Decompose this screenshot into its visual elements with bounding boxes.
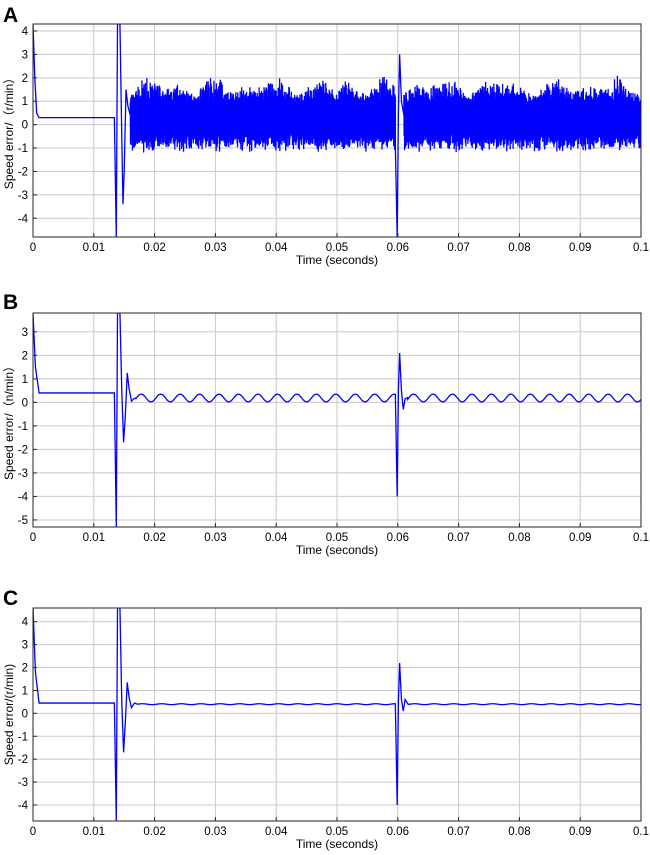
y-tick-label: 3 xyxy=(22,327,28,339)
x-tick-label: 0.05 xyxy=(326,532,348,544)
x-axis-label: Time (seconds) xyxy=(296,253,378,267)
panel-label: B xyxy=(3,291,18,314)
y-tick-label: -3 xyxy=(18,468,28,480)
x-tick-label: 0 xyxy=(30,826,36,838)
x-tick-label: 0.1 xyxy=(633,532,649,544)
x-tick-label: 0 xyxy=(30,532,36,544)
y-tick-label: 1 xyxy=(22,685,28,697)
y-tick-label: -1 xyxy=(18,143,28,155)
y-tick-label: -4 xyxy=(18,213,29,225)
x-tick-label: 0.04 xyxy=(265,532,288,544)
x-tick-label: 0.09 xyxy=(569,242,591,254)
x-tick-label: 0.09 xyxy=(569,826,591,838)
panel-label: A xyxy=(3,4,18,27)
y-tick-label: -2 xyxy=(18,166,28,178)
y-axis-label: Speed error/(r/min) xyxy=(2,664,16,765)
y-tick-label: 2 xyxy=(22,73,28,85)
y-tick-label: 0 xyxy=(22,397,28,409)
y-tick-label: 4 xyxy=(22,617,29,629)
x-tick-label: 0.02 xyxy=(143,532,165,544)
chart-panel-c: C 0 0.01 0.02 0.03 0.04 0.05 0.06 0.07 0.08 0.09 0.… xyxy=(2,587,649,851)
x-tick-label: 0.06 xyxy=(387,826,409,838)
x-tick-label: 0.03 xyxy=(204,242,226,254)
y-tick-label: 0 xyxy=(22,708,28,720)
x-axis-label: Time (seconds) xyxy=(296,837,378,851)
y-tick-label: -1 xyxy=(18,421,28,433)
x-tick-label: 0.08 xyxy=(508,532,530,544)
x-tick-label: 0 xyxy=(30,242,36,254)
y-axis-label: Speed error/（n/min） xyxy=(2,360,16,480)
y-tick-label: -5 xyxy=(18,515,28,527)
x-tick-label: 0.08 xyxy=(508,826,530,838)
x-tick-label: 0.04 xyxy=(265,826,288,838)
x-tick-label: 0.09 xyxy=(569,532,591,544)
x-tick-label: 0.05 xyxy=(326,242,348,254)
y-tick-label: 1 xyxy=(22,96,28,108)
y-tick-label: -3 xyxy=(18,777,28,789)
y-tick-label: 1 xyxy=(22,374,28,386)
x-tick-label: 0.03 xyxy=(204,532,226,544)
x-tick-label: 0.1 xyxy=(633,242,649,254)
x-tick-label: 0.04 xyxy=(265,242,288,254)
x-tick-label: 0.02 xyxy=(143,242,165,254)
y-tick-label: -4 xyxy=(18,491,29,503)
x-tick-label: 0.06 xyxy=(387,242,409,254)
y-tick-label: -4 xyxy=(18,800,29,812)
y-tick-label: 0 xyxy=(22,120,28,132)
y-tick-label: 2 xyxy=(22,663,28,675)
y-tick-label: -3 xyxy=(18,190,28,202)
x-tick-label: 0.07 xyxy=(447,826,469,838)
y-tick-label: 3 xyxy=(22,49,28,61)
series-line xyxy=(33,313,641,527)
x-tick-label: 0.07 xyxy=(447,242,469,254)
x-tick-label: 0.07 xyxy=(447,532,469,544)
y-axis-label: Speed error/（r/min） xyxy=(2,72,16,189)
y-tick-label: 3 xyxy=(22,640,28,652)
x-tick-label: 0.01 xyxy=(83,242,105,254)
x-tick-label: 0.05 xyxy=(326,826,348,838)
series-line xyxy=(33,608,641,821)
series-line xyxy=(33,24,641,237)
panel-label: C xyxy=(3,587,18,610)
x-tick-label: 0.1 xyxy=(633,826,649,838)
chart-panel-b: B 0 0.01 0.02 0.03 0.04 0.05 0.06 0.07 0.08 0.09 0.… xyxy=(2,291,649,557)
x-axis-label: Time (seconds) xyxy=(296,543,378,557)
y-tick-label: 2 xyxy=(22,350,28,362)
y-tick-label: -1 xyxy=(18,731,28,743)
x-tick-label: 0.01 xyxy=(83,826,105,838)
x-tick-label: 0.06 xyxy=(387,532,409,544)
y-tick-label: -2 xyxy=(18,754,28,766)
y-tick-label: 4 xyxy=(22,26,29,38)
chart-panel-a: A 0 0.01 0.02 0.03 0.04 0.05 0.06 0.07 0.08 0.09 0.… xyxy=(2,4,649,267)
x-tick-label: 0.08 xyxy=(508,242,530,254)
y-tick-label: -2 xyxy=(18,444,28,456)
x-tick-label: 0.03 xyxy=(204,826,226,838)
x-tick-label: 0.02 xyxy=(143,826,165,838)
x-tick-label: 0.01 xyxy=(83,532,105,544)
